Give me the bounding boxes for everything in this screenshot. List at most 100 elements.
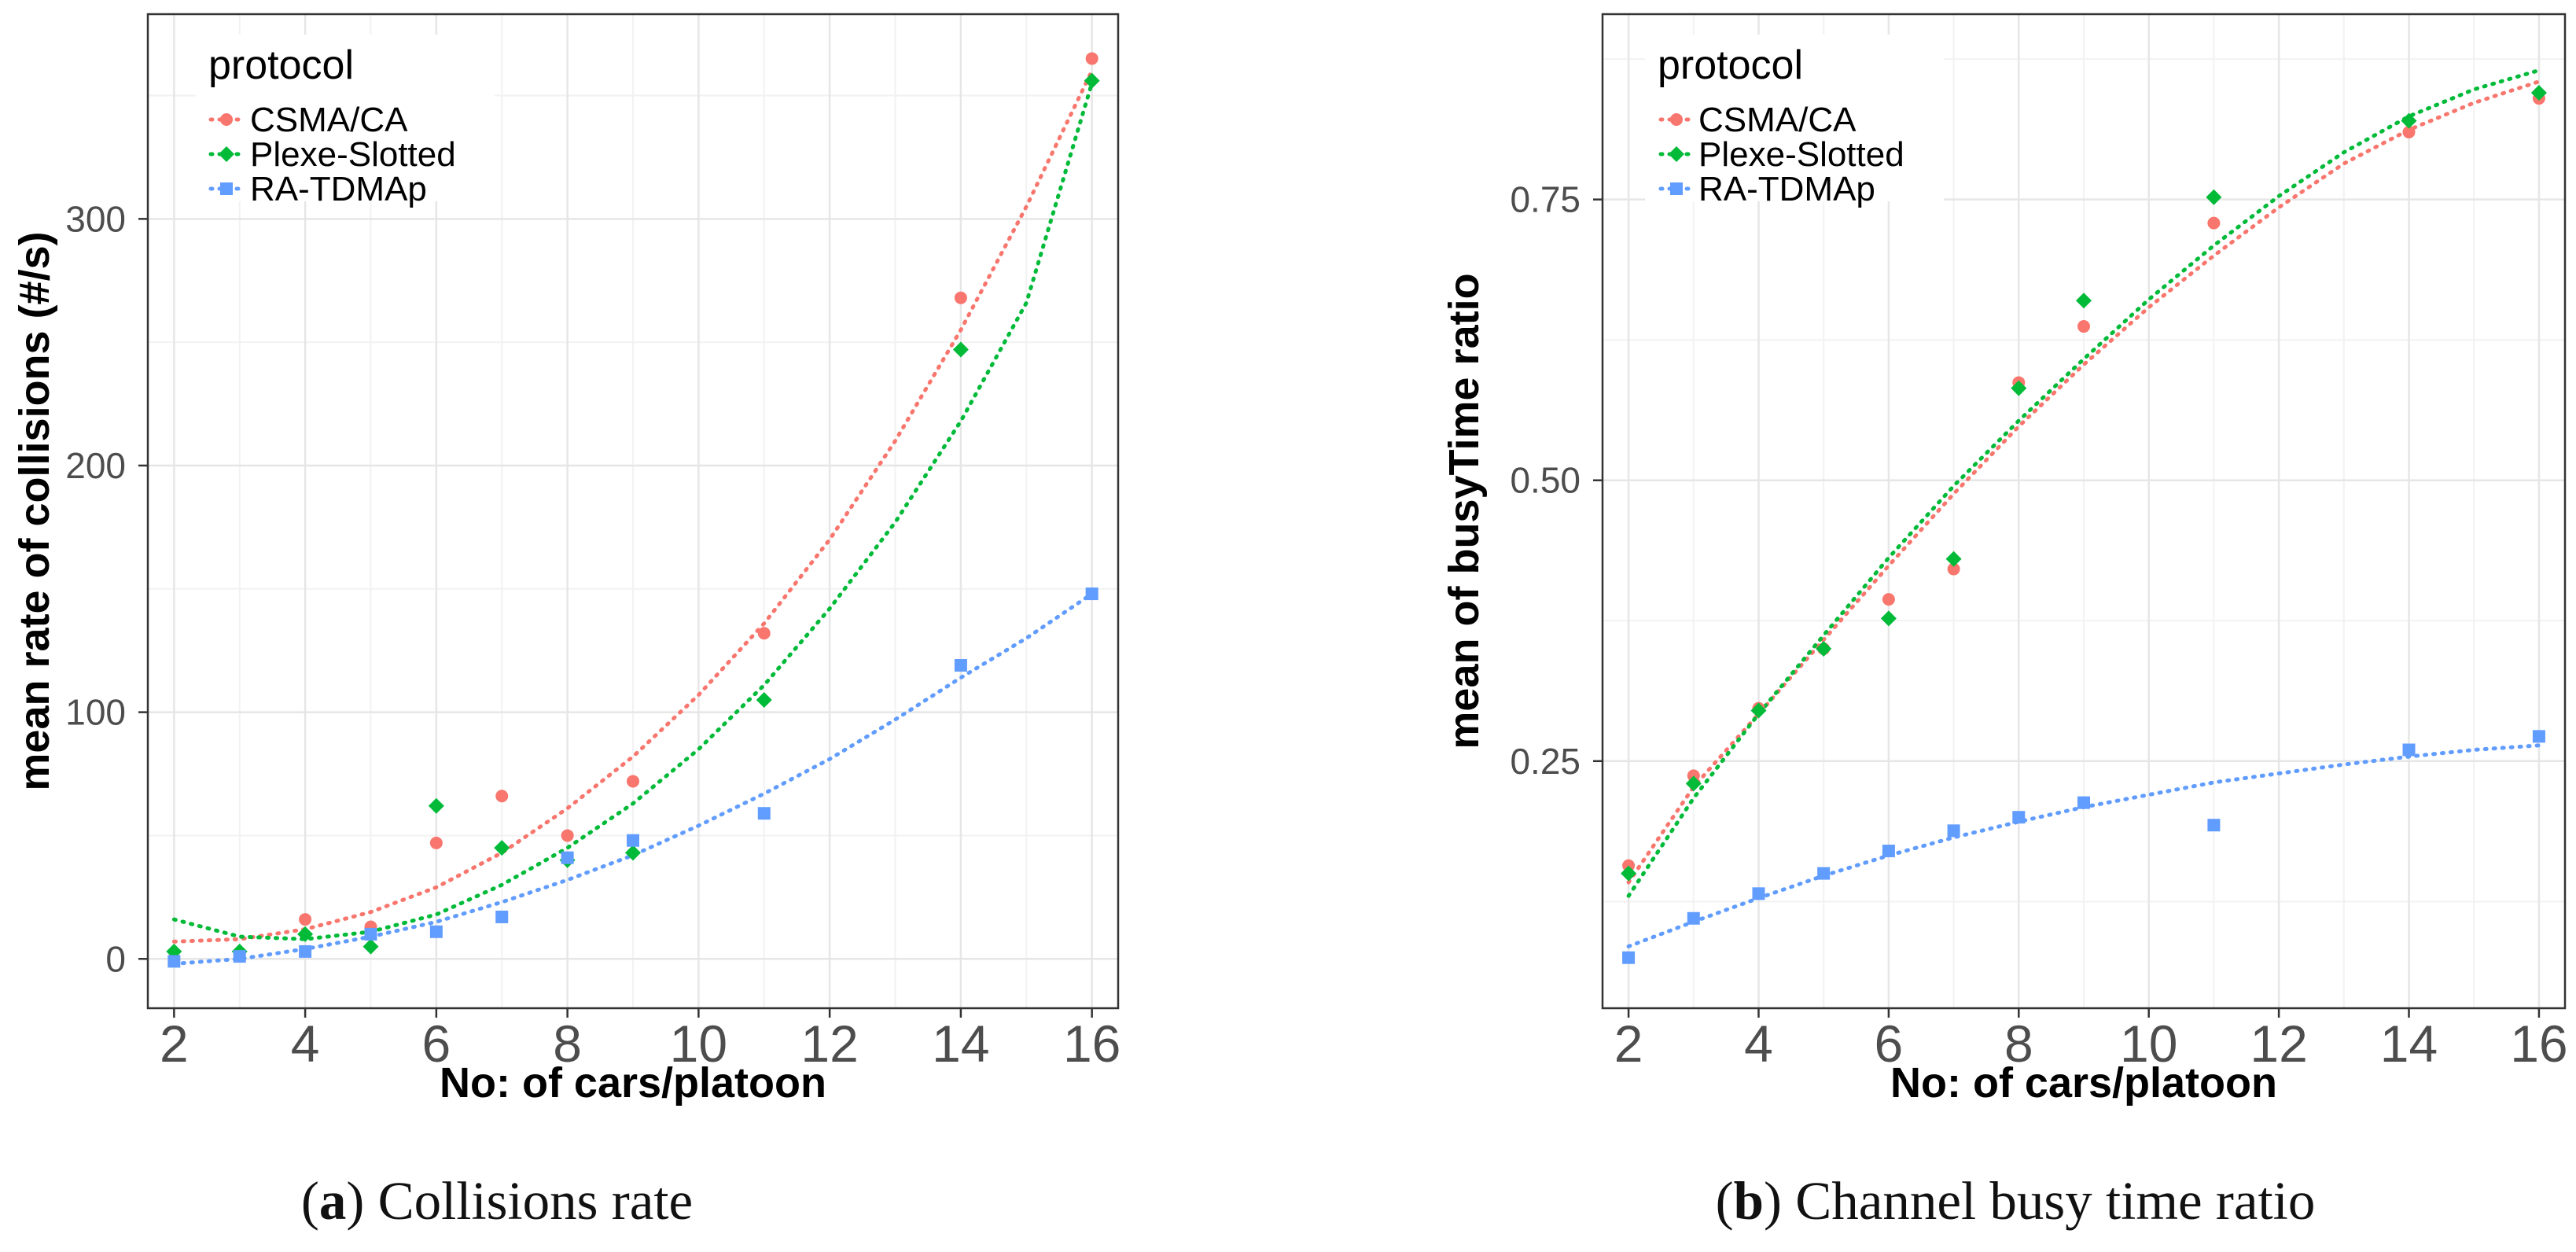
legend-key-marker-0 (1670, 113, 1683, 126)
caption-a: (a) Collisions rate (301, 1171, 693, 1231)
data-point-0 (561, 829, 574, 842)
y-tick-label: 200 (65, 445, 126, 486)
legend-label-2: RA-TDMAp (250, 170, 427, 208)
data-point-0 (2207, 216, 2221, 230)
caption-b: (b) Channel busy time ratio (1716, 1171, 2316, 1231)
data-point-2 (233, 950, 246, 963)
trend-line-0 (171, 68, 1095, 944)
data-point-1 (1945, 551, 1962, 567)
data-point-2 (1622, 951, 1636, 964)
data-point-2 (2207, 819, 2221, 832)
data-point-2 (1085, 587, 1098, 601)
x-tick-label: 12 (2250, 1014, 2307, 1073)
data-point-2 (364, 927, 377, 941)
x-tick-label: 8 (2004, 1014, 2033, 1073)
trend-line-1 (171, 81, 1095, 941)
x-tick-label: 6 (1875, 1014, 1904, 1073)
legend-key-marker-1 (219, 146, 234, 162)
data-point-1 (2076, 293, 2092, 309)
data-point-0 (627, 775, 639, 788)
data-point-2 (561, 851, 574, 864)
x-tick-label: 4 (291, 1014, 320, 1073)
y-tick-label: 100 (65, 692, 126, 733)
data-point-2 (1817, 867, 1831, 880)
data-point-2 (1882, 845, 1895, 858)
data-point-0 (495, 790, 509, 803)
legend-label-2: RA-TDMAp (1698, 170, 1875, 208)
x-tick-label: 8 (553, 1014, 582, 1073)
data-point-0 (1947, 562, 1960, 576)
x-tick-label: 16 (1063, 1014, 1121, 1073)
plot-border (146, 13, 1120, 1010)
data-point-1 (1685, 775, 1702, 792)
y-tick-label: 0.50 (1510, 460, 1581, 501)
data-point-1 (428, 797, 444, 814)
legend-key-marker-0 (220, 113, 233, 126)
data-point-2 (2012, 811, 2026, 824)
x-tick-label: 12 (800, 1014, 858, 1073)
data-point-1 (297, 926, 314, 942)
data-point-0 (954, 291, 967, 304)
data-point-2 (429, 925, 443, 938)
y-tick-label: 0.75 (1510, 179, 1581, 220)
caption-a-label: a (319, 1171, 347, 1231)
y-tick-label: 0 (105, 938, 126, 979)
data-point-2 (757, 807, 771, 820)
data-point-2 (167, 955, 181, 968)
data-point-0 (757, 627, 771, 640)
x-tick-label: 2 (1614, 1014, 1643, 1073)
x-tick-label: 4 (1744, 1014, 1773, 1073)
legend-key-marker-2 (1670, 182, 1683, 195)
data-point-1 (2401, 112, 2417, 129)
data-point-1 (1750, 702, 1767, 719)
plot-border (1601, 13, 2567, 1010)
data-point-1 (625, 845, 641, 861)
data-point-2 (954, 659, 967, 672)
data-point-1 (2530, 84, 2547, 101)
x-axis-title: No: of cars/platoon (1890, 1059, 2277, 1107)
legend-label-1: Plexe-Slotted (1698, 135, 1904, 174)
caption-b-label: b (1734, 1171, 1764, 1231)
legend-label-0: CSMA/CA (1698, 101, 1857, 139)
trend-line-0 (1626, 79, 2541, 885)
legend-label-1: Plexe-Slotted (250, 135, 456, 174)
legend-key-marker-2 (220, 182, 233, 195)
data-point-2 (2402, 743, 2416, 757)
data-point-0 (299, 913, 312, 926)
x-axis-title: No: of cars/platoon (440, 1059, 826, 1107)
data-point-1 (362, 938, 379, 955)
data-point-2 (2532, 730, 2545, 743)
y-axis-title: mean of busyTime ratio (1441, 273, 1488, 749)
caption-b-text: Channel busy time ratio (1795, 1171, 2315, 1231)
data-point-1 (2011, 380, 2027, 396)
data-point-1 (1816, 640, 1832, 657)
data-point-0 (2402, 125, 2416, 138)
x-tick-label: 14 (932, 1014, 989, 1073)
data-point-2 (1687, 911, 1700, 925)
data-point-0 (1882, 593, 1895, 606)
y-tick-label: 0.25 (1510, 741, 1581, 782)
x-tick-label: 16 (2510, 1014, 2567, 1073)
x-tick-label: 6 (422, 1014, 451, 1073)
legend-background (1645, 35, 1944, 201)
data-point-0 (2077, 320, 2090, 333)
legend-title: protocol (208, 42, 354, 88)
x-tick-label: 10 (2120, 1014, 2177, 1073)
data-point-1 (756, 691, 772, 708)
y-tick-label: 300 (65, 198, 126, 239)
data-point-1 (494, 840, 510, 856)
legend-key-marker-1 (1669, 146, 1684, 162)
data-point-0 (429, 836, 443, 849)
legend-label-0: CSMA/CA (250, 101, 408, 139)
data-point-2 (1947, 824, 1960, 838)
data-point-2 (495, 910, 509, 923)
data-point-2 (2077, 796, 2090, 809)
data-point-2 (1752, 887, 1765, 900)
busy-time-ratio-panel: 2 4 6 8 10 12 14 16 0.25 0.50 0.75 No: of cars/plat… (1441, 13, 2568, 1107)
data-point-2 (627, 834, 639, 847)
data-point-1 (1084, 72, 1100, 89)
trend-line-2 (171, 591, 1095, 966)
